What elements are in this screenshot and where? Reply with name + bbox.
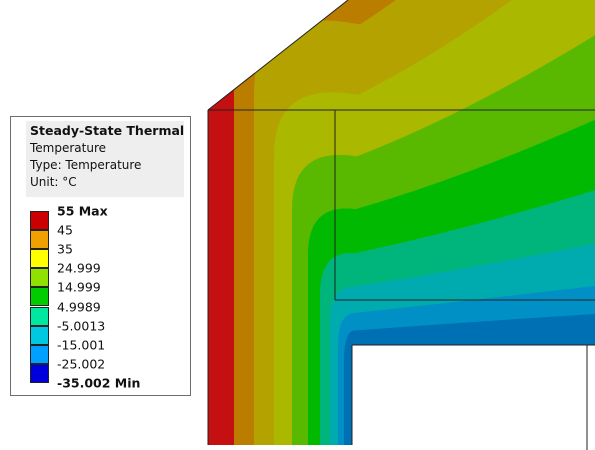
- legend-label: -35.002 Min: [57, 375, 141, 391]
- legend-label: 45: [57, 222, 73, 238]
- legend-label: 24.999: [57, 260, 101, 276]
- legend-title: Steady-State Thermal: [30, 123, 185, 138]
- temperature-legend[interactable]: Steady-State Thermal Temperature Type: T…: [10, 116, 191, 396]
- legend-header-shade: [26, 121, 184, 197]
- legend-label: -15.001: [57, 337, 106, 353]
- legend-swatch: [30, 249, 49, 269]
- legend-swatch: [30, 268, 49, 288]
- legend-label: -5.0013: [57, 318, 106, 334]
- legend-swatch: [30, 287, 49, 307]
- legend-label: -25.002: [57, 356, 106, 372]
- contour-band: [352, 345, 595, 445]
- legend-label: 4.9989: [57, 299, 101, 314]
- legend-swatch: [30, 306, 49, 326]
- contour-band: [344, 313, 595, 445]
- legend-unit: Unit: °C: [30, 175, 77, 189]
- legend-label: 55 Max: [57, 203, 108, 219]
- legend-swatch: [30, 211, 49, 230]
- mesh-edges: [207, 0, 595, 450]
- legend-quantity: Temperature: [30, 141, 107, 155]
- hole-region: [352, 345, 595, 445]
- legend-swatch: [30, 325, 49, 345]
- legend-swatch: [30, 363, 49, 383]
- mesh-edge-chamfer: [207, 0, 349, 111]
- legend-swatch: [30, 230, 49, 250]
- legend-type: Type: Temperature: [30, 158, 142, 172]
- legend-label: 14.999: [57, 279, 101, 295]
- legend-swatch: [30, 344, 49, 364]
- legend-label: 35: [57, 241, 73, 257]
